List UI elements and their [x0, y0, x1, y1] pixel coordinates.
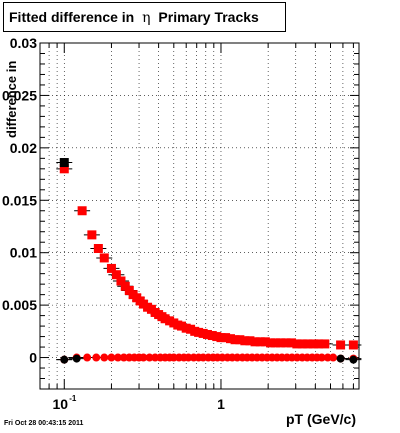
- data-point-circle: [317, 353, 326, 362]
- x-tick-label-exponent: -1: [69, 394, 77, 403]
- data-point-square: [336, 340, 346, 350]
- data-point-square: [59, 164, 69, 174]
- data-point-square: [230, 335, 240, 345]
- data-point-square: [281, 338, 291, 348]
- data-point-square: [348, 340, 358, 350]
- data-point-circle: [139, 353, 148, 362]
- y-tick-label: 0.005: [2, 297, 37, 313]
- data-point-square: [77, 206, 87, 216]
- data-point-square: [260, 337, 270, 347]
- x-tick-label: 10: [52, 396, 68, 412]
- timestamp-footer: Fri Oct 28 00:43:15 2011: [4, 420, 84, 427]
- chart-title-prefix: Fitted difference in: [9, 9, 135, 25]
- data-point-square: [287, 338, 297, 348]
- data-point-square: [194, 327, 204, 337]
- data-point-circle: [349, 355, 358, 364]
- data-point-circle: [113, 353, 122, 362]
- data-point-square: [320, 339, 330, 349]
- data-point-square: [235, 335, 245, 345]
- data-point-circle: [92, 353, 101, 362]
- data-point-square: [216, 333, 226, 343]
- data-point-square: [303, 339, 313, 349]
- y-tick-label: 0.01: [10, 245, 37, 261]
- data-point-square: [202, 329, 212, 339]
- data-point-square: [245, 336, 255, 346]
- data-point-square: [93, 244, 103, 254]
- data-point-circle: [100, 353, 109, 362]
- data-point-square: [271, 338, 281, 348]
- data-point-square: [309, 339, 319, 349]
- data-point-square: [106, 263, 116, 273]
- y-tick-label: 0.025: [2, 87, 37, 103]
- data-point-square: [99, 253, 109, 263]
- data-point-square: [111, 270, 121, 280]
- x-tick-label: 1: [217, 396, 225, 412]
- chart-title-symbol: η: [142, 10, 151, 26]
- data-point-circle: [83, 353, 92, 362]
- y-axis-label: difference in: [4, 60, 19, 138]
- y-tick-label: 0.02: [10, 140, 37, 156]
- data-point-circle: [60, 355, 69, 364]
- y-tick-label: 0: [29, 350, 37, 366]
- chart-title-suffix: Primary Tracks: [158, 9, 259, 25]
- data-point-square: [292, 339, 302, 349]
- data-point-circle: [329, 353, 338, 362]
- data-point-square: [177, 321, 187, 331]
- data-point-square: [240, 336, 250, 346]
- data-point-circle: [336, 354, 345, 363]
- data-point-circle: [72, 354, 81, 363]
- data-point-square: [276, 338, 286, 348]
- y-tick-label: 0.015: [2, 192, 37, 208]
- data-point-square: [59, 158, 69, 168]
- y-tick-label: 0.03: [10, 35, 37, 51]
- data-point-square: [314, 339, 324, 349]
- chart-title: Fitted difference in η Primary Tracks: [3, 2, 286, 32]
- data-point-square: [87, 230, 97, 240]
- data-point-circle: [145, 353, 154, 362]
- x-axis-label: pT (GeV/c): [286, 411, 357, 427]
- data-point-square: [265, 338, 275, 348]
- tick-labels: 0 0.005 0.01 0.015 0.02 0.025 0.03 10 -1 1: [2, 35, 225, 412]
- data-point-square: [255, 337, 265, 347]
- data-point-square: [250, 337, 260, 347]
- data-point-square: [297, 339, 307, 349]
- data-point-square: [221, 333, 231, 343]
- data-point-square: [225, 334, 235, 344]
- data-point-circle: [107, 353, 116, 362]
- data-point-square: [116, 276, 126, 286]
- axis-ticks: [39, 42, 359, 390]
- data-markers: [59, 158, 358, 364]
